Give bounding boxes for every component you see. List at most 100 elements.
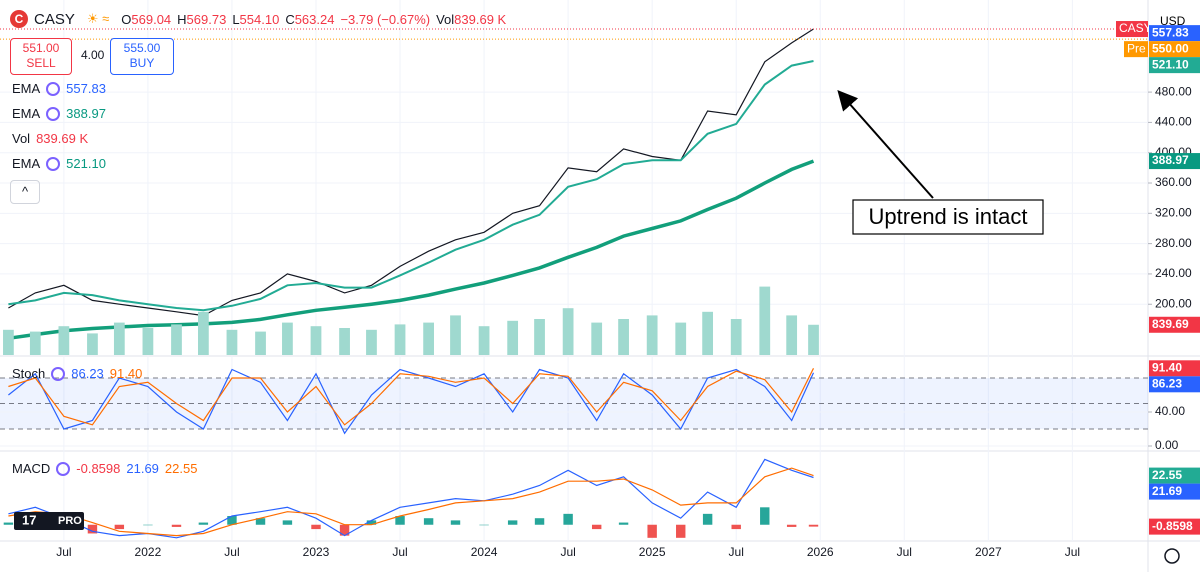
volume-key: Vol (436, 11, 455, 27)
histogram-bar (591, 524, 602, 530)
settings-icon[interactable] (1164, 548, 1180, 564)
x-tick-label: Jul (392, 545, 407, 559)
histogram-bar (366, 520, 377, 525)
y-tick-label: 40.00 (1155, 404, 1185, 418)
price-tag-label: 388.97 (1152, 153, 1189, 167)
volume-bar (366, 329, 377, 355)
price-tag (1149, 467, 1200, 484)
volume-bar (423, 322, 434, 355)
volume: 839.69 K (454, 11, 507, 27)
pane-legend-value: -0.8598 (76, 461, 121, 476)
histogram-bar (395, 516, 405, 525)
x-tick-label: 2026 (807, 545, 834, 559)
indicator-legend: EMA 521.10 (12, 156, 106, 171)
volume-bar (450, 315, 461, 355)
x-tick-label: Jul (56, 545, 71, 559)
x-tick-label: Jul (897, 545, 912, 559)
ohlc-h: 569.73 (186, 11, 227, 27)
sell-button[interactable]: 551.00 SELL (10, 38, 72, 75)
volume-bar (282, 322, 293, 355)
price-tag-label: -0.8598 (1152, 519, 1193, 533)
histogram-bar (786, 524, 797, 527)
price-tag (1149, 316, 1200, 333)
y-tick-label: 0.00 (1155, 438, 1179, 452)
histogram-bar (311, 524, 321, 530)
ohlc-c: 563.24 (294, 11, 335, 27)
price-tag (1149, 41, 1200, 58)
annotation-arrow (837, 90, 934, 199)
pane-legend: Stoch 86.23 91.40 (12, 366, 142, 381)
volume-bar (808, 324, 819, 355)
y-tick-label: 200.00 (1155, 296, 1192, 310)
histogram-bar (479, 524, 489, 526)
price-tag (1149, 153, 1200, 170)
volume-bar (310, 326, 322, 355)
volume-bar (226, 329, 238, 355)
price-tag (1149, 57, 1200, 74)
y-tick-label: 280.00 (1155, 236, 1192, 250)
indicator-icon (56, 461, 71, 476)
ohlc-o-key: O (121, 11, 132, 27)
histogram-bar (534, 518, 545, 525)
pane-title: Stoch (12, 366, 46, 381)
histogram-bar (255, 518, 266, 525)
indicator-icon (46, 156, 61, 171)
series-line (8, 60, 814, 312)
indicator-legend: EMA 388.97 (12, 106, 106, 121)
logo: C (10, 10, 28, 28)
series-line (8, 368, 815, 426)
histogram-bar (114, 524, 125, 530)
price-tag (1149, 376, 1200, 393)
histogram-bar (198, 522, 209, 525)
sell-price: 551.00 (22, 41, 60, 55)
pane-legend-value: 21.69 (126, 461, 159, 476)
y-tick-label: 240.00 (1155, 266, 1192, 280)
svg-text:PRO: PRO (58, 515, 82, 527)
series-line (8, 159, 815, 341)
sell-label: SELL (26, 56, 56, 70)
histogram-bar (143, 524, 153, 526)
histogram-bar (760, 507, 770, 525)
annotation: Uptrend is intact (869, 204, 1028, 229)
histogram-bar (676, 524, 686, 538)
price-tag (1149, 360, 1200, 377)
histogram-bar (702, 513, 713, 525)
spread: 4.00 (81, 48, 105, 62)
symbol[interactable]: CASY (34, 10, 75, 28)
collapse-button[interactable]: ^ (10, 180, 40, 204)
volume-bar (339, 328, 350, 355)
series-line (8, 28, 814, 317)
indicator-name: EMA (12, 106, 41, 121)
session-icon: ☀ ≈ (86, 11, 110, 26)
histogram-bar (423, 518, 434, 525)
histogram-bar (563, 513, 573, 525)
tag-note-label: Pre (1127, 41, 1146, 55)
price-tag-label: 22.55 (1152, 468, 1182, 482)
indicator-name: Vol (12, 131, 31, 146)
volume-bar (87, 333, 98, 355)
price-tag-label: 839.69 (1152, 317, 1189, 331)
indicator-legend: Vol 839.69 K (12, 131, 88, 146)
ohlc-c-key: C (285, 11, 295, 27)
volume-bar (562, 308, 574, 355)
symbol-tag (1116, 21, 1148, 38)
currency[interactable]: USD (1160, 14, 1186, 28)
indicator-name: EMA (12, 156, 41, 171)
buy-button[interactable]: 555.00 BUY (110, 38, 174, 75)
histogram-bar (282, 520, 293, 525)
x-tick-label: Jul (560, 545, 575, 559)
indicator-value: 521.10 (66, 156, 106, 171)
series-line (8, 467, 814, 537)
price-tag (1149, 483, 1200, 500)
indicator-value: 839.69 K (36, 131, 89, 146)
price-tag-label: 550.00 (1152, 41, 1189, 55)
pane-legend-value: 22.55 (164, 461, 198, 476)
indicator-icon (46, 81, 61, 96)
volume-bar (786, 315, 798, 355)
series-line (8, 458, 814, 539)
header: C CASY ☀ ≈ O 569.04 H 569.73 L 554.10 C 563.… (10, 10, 506, 28)
volume-bar (759, 286, 771, 355)
y-tick-label: 480.00 (1155, 84, 1192, 98)
